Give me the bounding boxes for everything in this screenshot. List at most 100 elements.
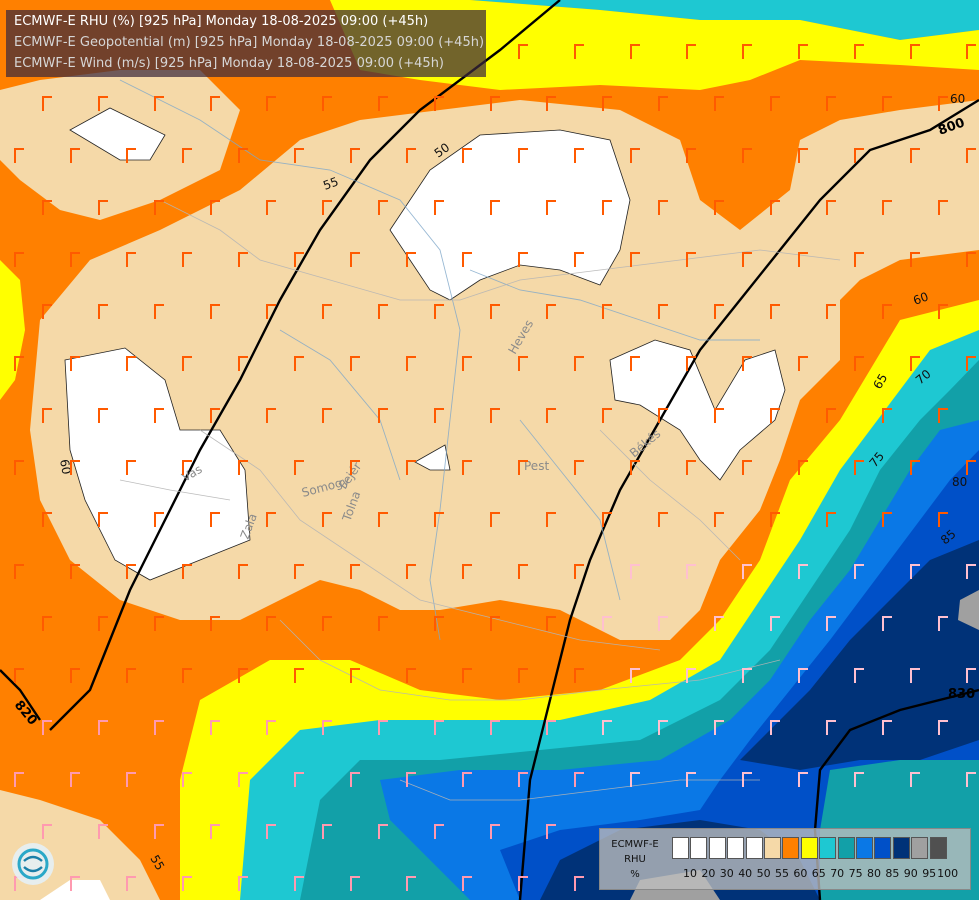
wind-barb-icon [182, 148, 192, 163]
wind-barb-icon [182, 356, 192, 371]
legend: ECMWF-E RHU % 10 20 30 40 50 55 60 65 70 75 80 85 90… [599, 828, 971, 890]
wind-barb-icon [462, 460, 472, 475]
wind-barb-icon [350, 252, 360, 267]
legend-tick: 85 [885, 867, 900, 880]
rhu-field-navy [740, 540, 979, 770]
wind-barb-icon [406, 668, 416, 683]
contour-label-rhu: 60 [57, 458, 73, 475]
wind-barb-icon [462, 668, 472, 683]
legend-tick: 20 [701, 867, 716, 880]
wind-barb-icon [462, 252, 472, 267]
contour-label-geopotential: 830 [948, 687, 975, 702]
wind-barb-icon [210, 824, 220, 839]
wind-barb-icon [350, 772, 360, 787]
wind-barb-icon [98, 512, 108, 527]
wind-barb-icon [238, 356, 248, 371]
wind-barb-icon [238, 772, 248, 787]
wind-barb-icon [490, 720, 500, 735]
wind-barb-icon [546, 200, 556, 215]
wind-barb-icon [210, 304, 220, 319]
wind-barb-icon [966, 460, 976, 475]
wind-barb-icon [686, 44, 696, 59]
wind-barb-icon [14, 564, 24, 579]
legend-tick: 10 [683, 867, 697, 880]
wind-barb-icon [294, 252, 304, 267]
wind-barb-icon [574, 44, 584, 59]
legend-swatch [911, 837, 929, 859]
wind-barb-icon [630, 668, 640, 683]
wind-barb-icon [378, 720, 388, 735]
wind-barb-icon [938, 408, 948, 423]
wind-barb-icon [70, 772, 80, 787]
wind-barb-icon [322, 616, 332, 631]
rhu-field-yellow-left [0, 260, 25, 400]
legend-tick: 50 [756, 867, 771, 880]
wind-barb-icon [658, 96, 668, 111]
wind-barb-icon [266, 616, 276, 631]
wind-barb-icon [938, 304, 948, 319]
rhu-field-white-nw [70, 108, 165, 160]
title-geopotential: ECMWF-E Geopotential (m) [925 hPa] Monda… [14, 35, 485, 50]
rhu-field-yellow-top [330, 0, 979, 90]
wind-barb-icon [938, 512, 948, 527]
wind-barb-icon [574, 356, 584, 371]
wind-barb-icon [518, 44, 528, 59]
legend-tick: 100 [937, 867, 959, 880]
wind-barb-icon [378, 304, 388, 319]
wind-barb-icon [154, 96, 164, 111]
legend-tick: 30 [719, 867, 734, 880]
legend-tick: 55 [775, 867, 789, 880]
legend-swatch [672, 837, 689, 859]
legend-tick: 95 [922, 867, 937, 880]
wind-barb-icon [910, 668, 920, 683]
wind-barb-icon [238, 876, 248, 891]
wind-barb-icon [938, 96, 948, 111]
wind-barb-icon [938, 200, 948, 215]
wind-barb-icon [574, 148, 584, 163]
wind-barb-icon [798, 772, 808, 787]
wind-barb-icon [238, 668, 248, 683]
wind-barb-icon [294, 772, 304, 787]
wind-barb-icon [910, 460, 920, 475]
wind-barb-icon [602, 720, 612, 735]
wind-barb-icon [434, 200, 444, 215]
wind-barb-icon [966, 668, 976, 683]
wind-barb-icon [602, 200, 612, 215]
wind-barb-icon [70, 148, 80, 163]
wind-barb-icon [490, 200, 500, 215]
wind-barb-icon [154, 304, 164, 319]
wind-barb-icon [70, 356, 80, 371]
wind-barb-icon [42, 512, 52, 527]
legend-swatch [690, 837, 708, 859]
wind-barb-icon [462, 876, 472, 891]
wind-barb-icon [98, 720, 108, 735]
wind-barb-icon [210, 512, 220, 527]
wind-barb-icon [322, 824, 332, 839]
wind-barb-icon [462, 772, 472, 787]
legend-tick: 90 [903, 867, 918, 880]
wind-barb-icon [14, 772, 24, 787]
wind-barb-icon [406, 772, 416, 787]
wind-barb-icon [658, 304, 668, 319]
wind-barb-icon [798, 460, 808, 475]
wind-barbs [14, 44, 976, 891]
wind-barb-icon [882, 200, 892, 215]
wind-barb-icon [490, 408, 500, 423]
wind-barb-icon [742, 356, 752, 371]
wind-barb-icon [658, 720, 668, 735]
wind-barb-icon [966, 252, 976, 267]
wind-barb-icon [574, 876, 584, 891]
wind-barb-icon [826, 512, 836, 527]
wind-barb-icon [294, 564, 304, 579]
wind-barb-icon [294, 148, 304, 163]
wind-barb-icon [854, 44, 864, 59]
rhu-field-white-center [415, 445, 450, 470]
geopotential-line-west [49, 0, 561, 731]
wind-barb-icon [686, 772, 696, 787]
wind-barb-icon [546, 720, 556, 735]
wind-barb-icon [910, 564, 920, 579]
legend-swatch [727, 837, 745, 859]
rhu-field-tan-main [30, 100, 979, 640]
wind-barb-icon [714, 512, 724, 527]
